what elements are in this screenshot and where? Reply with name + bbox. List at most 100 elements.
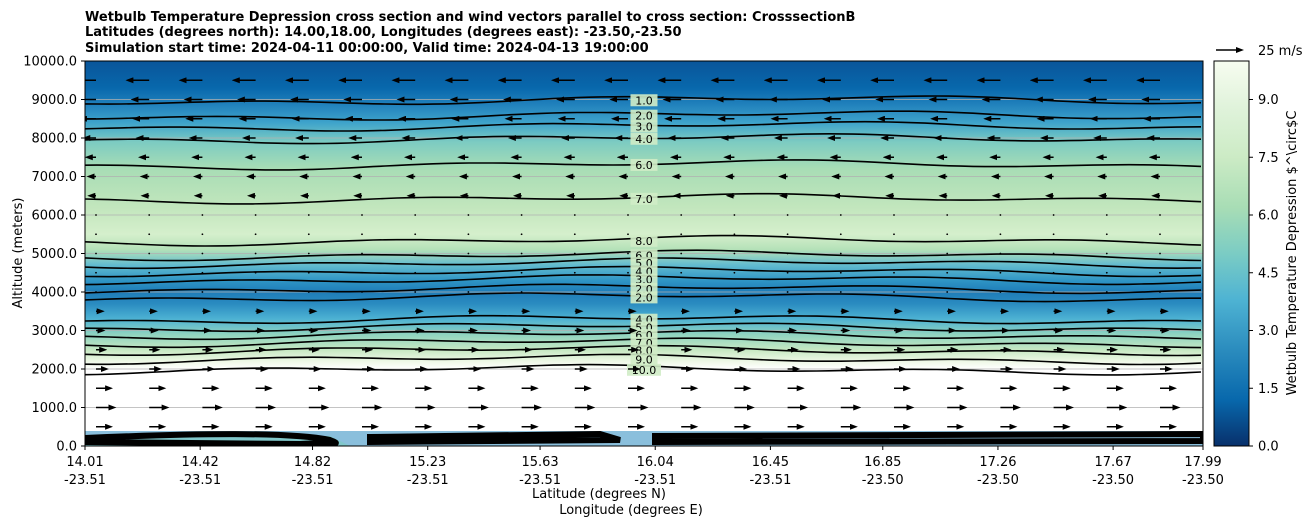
x-tick-label-lat: 17.99 bbox=[1184, 455, 1221, 470]
y-tick-label: 2000.0 bbox=[32, 363, 78, 378]
wind-vector bbox=[1105, 271, 1108, 274]
y-tick-label: 3000.0 bbox=[32, 324, 78, 339]
wind-vector bbox=[254, 291, 257, 293]
wind-vector bbox=[201, 271, 204, 274]
wind-vector bbox=[520, 233, 523, 236]
wind-vector bbox=[1159, 214, 1161, 216]
wind-vector bbox=[893, 252, 895, 255]
colorbar-ticks: 0.0 1.5 3.0 4.5 6.0 7.5 9.0 bbox=[1249, 93, 1279, 455]
wind-vector bbox=[786, 252, 789, 255]
wind-vector bbox=[786, 291, 789, 293]
y-tick-label: 5000.0 bbox=[32, 247, 78, 262]
x-tick-label-lon: -23.51 bbox=[179, 473, 221, 488]
wind-vector bbox=[467, 252, 470, 255]
wind-vector bbox=[946, 271, 949, 274]
x-tick-label-lon: -23.50 bbox=[862, 473, 904, 488]
wind-vector bbox=[680, 252, 683, 255]
wind-vector bbox=[307, 252, 310, 255]
wind-vector bbox=[680, 233, 683, 236]
contour-label-bg bbox=[630, 120, 658, 133]
wind-vector bbox=[839, 271, 842, 274]
surface-contour-cluster-left bbox=[85, 431, 339, 446]
contour-label: 10.0 bbox=[632, 364, 657, 377]
wind-vector bbox=[839, 291, 842, 293]
y-axis-ticks: 0.0 1000.0 2000.0 3000.0 4000.0 5000.0 6000.0 7… bbox=[23, 55, 85, 455]
wind-vector bbox=[627, 271, 629, 274]
contour-label-bg bbox=[630, 132, 658, 145]
colorbar-tick-label: 4.5 bbox=[1258, 266, 1279, 281]
y-tick-label: 10000.0 bbox=[23, 55, 77, 70]
wind-vector bbox=[786, 214, 789, 216]
x-axis-label-2: Longitude (degrees E) bbox=[559, 503, 703, 518]
contour-label: 4.0 bbox=[635, 133, 653, 146]
wind-vector bbox=[520, 291, 523, 293]
x-tick-label-lon: -23.50 bbox=[977, 473, 1019, 488]
wind-vector bbox=[893, 233, 895, 236]
contour-label: 1.0 bbox=[635, 94, 653, 107]
colorbar-tick-label: 1.5 bbox=[1258, 382, 1279, 397]
wind-vector bbox=[148, 214, 151, 216]
contour-label: 8.0 bbox=[635, 235, 653, 248]
contour-label: 9.0 bbox=[635, 353, 653, 366]
contour-lines: 1.02.03.04.06.07.08.06.05.04.03.02.02.04… bbox=[85, 94, 1202, 377]
wind-vector bbox=[201, 291, 204, 293]
x-tick-label-lat: 17.26 bbox=[979, 455, 1016, 470]
x-tick-label-lat: 16.45 bbox=[752, 455, 789, 470]
title-line-3: Simulation start time: 2024-04-11 00:00:… bbox=[85, 41, 649, 56]
contour-label: 3.0 bbox=[635, 120, 653, 133]
wind-vector bbox=[467, 291, 470, 293]
wind-vector bbox=[1159, 233, 1161, 236]
wind-vector bbox=[786, 271, 789, 274]
contour-label-bg bbox=[630, 353, 658, 366]
wind-vector bbox=[946, 214, 949, 216]
contour-label-bg bbox=[630, 249, 658, 262]
wind-vector bbox=[1105, 214, 1108, 216]
wind-vector bbox=[148, 252, 151, 255]
surface-contour-cluster-right bbox=[652, 430, 1203, 446]
contour-label: 2.0 bbox=[635, 110, 653, 123]
wind-vector bbox=[573, 291, 576, 293]
quiver-key-label: 25 m/s bbox=[1258, 44, 1303, 59]
wind-vector bbox=[627, 233, 629, 236]
contour-label-bg bbox=[630, 291, 658, 304]
wind-vector bbox=[627, 252, 629, 255]
wind-vector bbox=[733, 271, 736, 274]
x-tick-label-lat: 15.23 bbox=[409, 455, 446, 470]
y-tick-label: 7000.0 bbox=[32, 170, 78, 185]
wind-vector bbox=[95, 291, 97, 293]
wind-vector bbox=[414, 271, 417, 274]
wind-vector bbox=[946, 233, 949, 236]
wind-vectors bbox=[85, 77, 1181, 430]
wind-vector bbox=[1105, 291, 1108, 293]
wind-vector bbox=[999, 214, 1002, 216]
y-axis-label: Altitude (meters) bbox=[11, 198, 26, 309]
x-tick-label-lon: -23.50 bbox=[1182, 473, 1224, 488]
wind-vector bbox=[95, 233, 97, 236]
title-line-2: Latitudes (degrees north): 14.00,18.00, … bbox=[85, 25, 682, 40]
x-tick-label-lon: -23.51 bbox=[634, 473, 676, 488]
wind-vector bbox=[733, 291, 736, 293]
wind-vector bbox=[361, 233, 363, 236]
x-tick-label-lat: 14.82 bbox=[294, 455, 331, 470]
wind-vector bbox=[1052, 214, 1055, 216]
wind-vector bbox=[680, 291, 683, 293]
x-tick-label-lat: 16.04 bbox=[637, 455, 674, 470]
x-tick-label-lon: -23.51 bbox=[519, 473, 561, 488]
title-line-1: Wetbulb Temperature Depression cross sec… bbox=[85, 10, 855, 25]
x-tick-label-lat: 14.01 bbox=[66, 455, 103, 470]
wind-vector bbox=[733, 252, 736, 255]
wind-vector bbox=[201, 252, 204, 255]
wind-vector bbox=[946, 252, 949, 255]
wind-vector bbox=[520, 214, 523, 216]
contour-label: 6.0 bbox=[635, 159, 653, 172]
wind-vector bbox=[361, 214, 363, 216]
wind-vector bbox=[839, 233, 842, 236]
colorbar-label: Wetbulb Temperature Depression $^\circ$C bbox=[1285, 111, 1300, 396]
wind-vector bbox=[414, 233, 417, 236]
wind-vector bbox=[733, 214, 736, 216]
wind-vector bbox=[148, 233, 151, 236]
wind-vector bbox=[893, 271, 895, 274]
wind-vector bbox=[627, 291, 629, 293]
wind-vector bbox=[361, 291, 363, 293]
